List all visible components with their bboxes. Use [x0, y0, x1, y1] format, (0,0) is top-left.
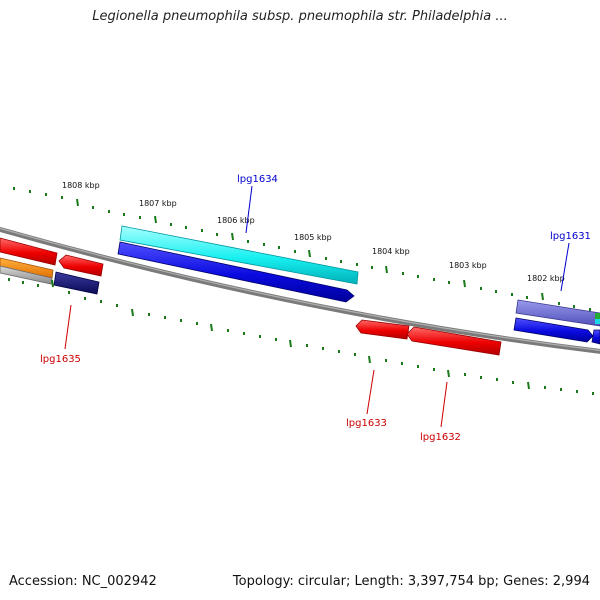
gene-green-fragment	[595, 313, 600, 319]
gene-left-red-arrow	[58, 254, 104, 277]
tick-major	[289, 339, 292, 348]
gene-label-lpg1631: lpg1631	[550, 231, 591, 242]
tick-major	[76, 198, 79, 207]
scale-labels: 1808 kbp 1807 kbp 1806 kbp 1805 kbp 1804…	[62, 181, 565, 283]
outer-tick-row	[13, 187, 591, 311]
topology-summary: Topology: circular; Length: 3,397,754 bp…	[232, 574, 590, 589]
leader-lpg1631	[560, 242, 570, 292]
gene-label-lpg1633: lpg1633	[346, 418, 387, 429]
tick-major	[154, 215, 157, 224]
forward-strand-genes	[0, 225, 600, 345]
gene-lpg1635	[53, 271, 100, 295]
scale-label-1806: 1806 kbp	[217, 216, 255, 225]
gene-left-gray	[0, 265, 53, 285]
gene-lpg1632	[406, 326, 502, 356]
gene-lpg1634-inner	[119, 225, 359, 285]
gene-label-lpg1632: lpg1632	[420, 432, 461, 443]
scale-label-1807: 1807 kbp	[139, 199, 177, 208]
leader-lpg1632	[440, 381, 448, 428]
leader-lpg1635	[64, 304, 72, 350]
map-title: Legionella pneumophila subsp. pneumophil…	[92, 9, 508, 24]
tick-major	[231, 232, 234, 241]
gene-right-edge-fragment	[591, 329, 600, 345]
tick-minor-group	[13, 187, 591, 311]
scale-label-1804: 1804 kbp	[372, 247, 410, 256]
leader-lpg1633	[366, 369, 375, 415]
tick-major	[51, 279, 54, 288]
reverse-strand-genes	[0, 257, 502, 356]
gene-cyan-fragment	[595, 319, 600, 324]
tick-major	[463, 279, 466, 288]
tick-major	[527, 381, 530, 390]
scale-label-1805: 1805 kbp	[294, 233, 332, 242]
leader-lpg1634	[245, 185, 253, 234]
gene-labels: lpg1634 lpg1631 lpg1635 lpg1633 lpg1632	[40, 174, 591, 443]
gene-lpg1633	[355, 319, 410, 340]
tick-major	[541, 292, 544, 301]
gene-label-lpg1635: lpg1635	[40, 354, 81, 365]
tick-major	[385, 265, 388, 274]
genome-backbone-highlight	[0, 227, 600, 351]
tick-major	[131, 308, 134, 317]
scale-label-1802: 1802 kbp	[527, 274, 565, 283]
gene-lpg1634-outer	[117, 241, 355, 303]
scale-label-1808: 1808 kbp	[62, 181, 100, 190]
tick-minor-group	[8, 278, 594, 395]
accession-label: Accession: NC_002942	[9, 574, 157, 589]
tick-major	[308, 249, 311, 258]
tick-major	[210, 323, 213, 332]
tick-major	[368, 355, 371, 364]
gene-left-red-upper	[0, 237, 58, 266]
gene-label-lpg1634: lpg1634	[237, 174, 278, 185]
tick-major	[447, 369, 450, 378]
label-leaders	[64, 185, 570, 428]
inner-tick-row	[8, 278, 594, 395]
gene-lpg1631-outer	[513, 317, 594, 343]
scale-label-1803: 1803 kbp	[449, 261, 487, 270]
genome-backbone	[0, 226, 600, 354]
gene-lpg1631-inner	[515, 299, 600, 327]
